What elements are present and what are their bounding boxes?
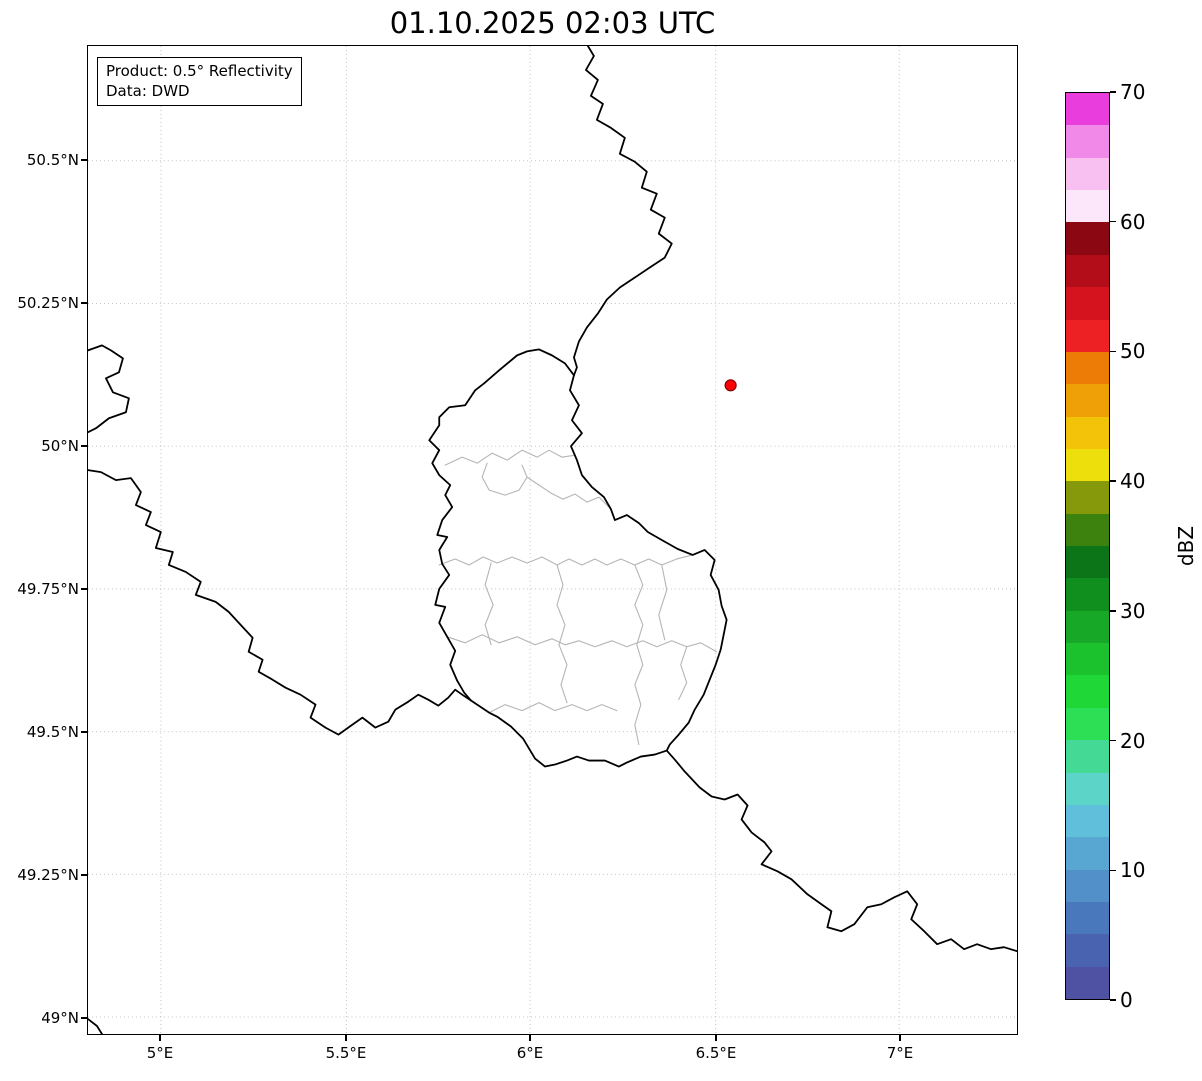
- colorbar-segment: [1066, 934, 1109, 967]
- admin-boundary: [438, 554, 694, 566]
- admin-boundary: [658, 564, 668, 641]
- colorbar-tick-mark: [1110, 610, 1116, 612]
- admin-boundary: [444, 449, 576, 466]
- colorbar-segment: [1066, 319, 1109, 352]
- y-tick-label: 49.75°N: [17, 580, 79, 598]
- x-tick-label: 5.5°E: [325, 1044, 367, 1062]
- x-tick-mark: [345, 1035, 347, 1041]
- colorbar-segment: [1066, 869, 1109, 902]
- colorbar-segment: [1066, 901, 1109, 935]
- colorbar-segment: [1066, 157, 1109, 191]
- admin-boundary: [556, 564, 566, 646]
- admin-boundary: [558, 644, 568, 704]
- product-info-line: Product: 0.5° Reflectivity: [106, 62, 293, 80]
- admin-boundary: [484, 562, 494, 646]
- y-tick-label: 50.5°N: [26, 151, 79, 169]
- radar-site-marker: [724, 379, 737, 392]
- colorbar-segment: [1066, 966, 1109, 1000]
- colorbar-axis-label: dBZ: [1174, 525, 1198, 567]
- colorbar-tick-mark: [1110, 999, 1116, 1001]
- x-tick-mark: [715, 1035, 717, 1041]
- colorbar-tick-label: 0: [1120, 988, 1133, 1012]
- x-tick-mark: [899, 1035, 901, 1041]
- colorbar-segment: [1066, 610, 1109, 644]
- admin-boundary: [634, 564, 644, 746]
- colorbar-tick-mark: [1110, 91, 1116, 93]
- x-tick-label: 6°E: [516, 1044, 544, 1062]
- colorbar-tick-label: 50: [1120, 339, 1146, 364]
- admin-boundary: [488, 702, 618, 714]
- data-source-line: Data: DWD: [106, 82, 190, 100]
- colorbar-segment: [1066, 481, 1109, 514]
- colorbar-segment: [1066, 513, 1109, 547]
- colorbar-segment: [1066, 287, 1109, 320]
- colorbar-tick-mark: [1110, 220, 1116, 223]
- y-tick-mark: [81, 445, 87, 447]
- x-tick-label: 6.5°E: [695, 1044, 737, 1062]
- admin-boundary: [526, 476, 612, 510]
- map-plot-area: Product: 0.5° Reflectivity Data: DWD: [87, 45, 1018, 1035]
- country-border: [665, 749, 1017, 953]
- colorbar-gradient: [1066, 93, 1109, 1000]
- colorbar-tick-mark: [1110, 480, 1116, 482]
- figure-title: 01.10.2025 02:03 UTC: [389, 6, 716, 40]
- x-tick-label: 5°E: [146, 1044, 174, 1062]
- y-tick-mark: [81, 1017, 87, 1019]
- map-canvas: [88, 46, 1017, 1034]
- colorbar-tick-label: 20: [1120, 728, 1146, 753]
- x-tick-mark: [159, 1035, 161, 1041]
- colorbar-tick-mark: [1110, 739, 1116, 742]
- colorbar-tick-label: 10: [1120, 858, 1146, 883]
- colorbar-segment: [1066, 740, 1109, 773]
- y-tick-mark: [81, 159, 87, 161]
- country-border: [88, 1018, 103, 1034]
- colorbar-tick-mark: [1110, 869, 1116, 872]
- colorbar-segment: [1066, 93, 1109, 126]
- colorbar-segment: [1066, 772, 1109, 805]
- colorbar: [1065, 92, 1110, 1000]
- colorbar-segment: [1066, 546, 1109, 579]
- colorbar-tick-label: 40: [1120, 469, 1146, 494]
- colorbar-segment: [1066, 675, 1109, 708]
- colorbar-segment: [1066, 222, 1109, 255]
- colorbar-tick-label: 70: [1120, 80, 1146, 104]
- x-tick-mark: [529, 1035, 531, 1041]
- y-tick-label: 50.25°N: [17, 294, 79, 312]
- colorbar-segment: [1066, 416, 1109, 449]
- colorbar-segment: [1066, 643, 1109, 676]
- colorbar-segment: [1066, 351, 1109, 385]
- y-tick-label: 50°N: [41, 437, 79, 455]
- y-tick-label: 49.25°N: [17, 866, 79, 884]
- y-tick-mark: [81, 302, 87, 304]
- country-border: [88, 469, 473, 736]
- x-tick-label: 7°E: [886, 1044, 914, 1062]
- colorbar-segment: [1066, 448, 1109, 482]
- colorbar-tick-mark: [1110, 350, 1116, 353]
- colorbar-segment: [1066, 804, 1109, 838]
- colorbar-segment: [1066, 578, 1109, 611]
- country-border: [573, 46, 673, 377]
- y-tick-label: 49.5°N: [26, 723, 79, 741]
- y-tick-mark: [81, 731, 87, 733]
- y-tick-mark: [81, 874, 87, 876]
- colorbar-tick-label: 30: [1120, 598, 1146, 623]
- admin-boundary: [446, 634, 718, 653]
- colorbar-segment: [1066, 190, 1109, 223]
- colorbar-segment: [1066, 254, 1109, 288]
- colorbar-segment: [1066, 125, 1109, 158]
- admin-boundary: [678, 646, 688, 701]
- colorbar-segment: [1066, 837, 1109, 870]
- colorbar-segment: [1066, 384, 1109, 417]
- country-border: [88, 344, 130, 434]
- country-border: [428, 348, 728, 768]
- admin-boundary: [481, 462, 528, 496]
- y-tick-mark: [81, 588, 87, 590]
- product-info-box: Product: 0.5° Reflectivity Data: DWD: [97, 57, 302, 106]
- y-tick-label: 49°N: [41, 1009, 79, 1027]
- colorbar-segment: [1066, 707, 1109, 741]
- colorbar-tick-label: 60: [1120, 209, 1146, 234]
